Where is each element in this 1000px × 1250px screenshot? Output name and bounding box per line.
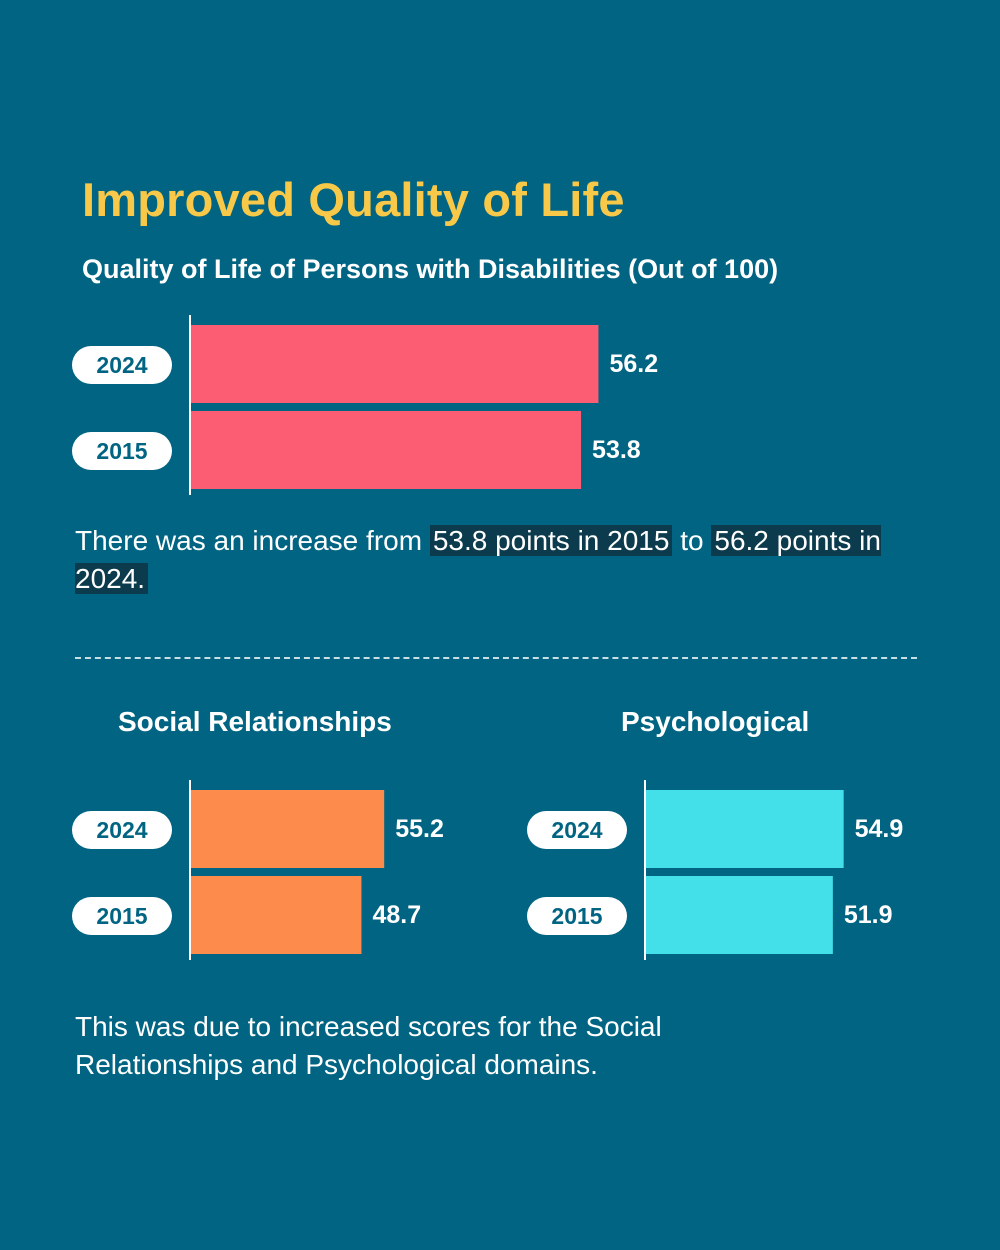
social-bar-2015 [191,876,362,954]
psych-year-label-2024: 2024 [551,817,602,843]
psych-bar-2024 [646,790,844,868]
overall-year-pill-2015 [72,432,172,470]
overall-year-pill-2024 [72,346,172,384]
chart-subtitle: Quality of Life of Persons with Disabili… [82,254,779,284]
caption-text-1: There was an increase from [75,525,430,556]
domains-caption: This was due to increased scores for the… [75,1011,662,1080]
overall-quality-chart: 2024 56.2 2015 53.8 [72,315,658,495]
social-value-label-2024: 55.2 [395,815,444,843]
social-year-pill-2024 [72,811,172,849]
overall-value-label-2015: 53.8 [592,436,641,464]
social-value-label-2015: 48.7 [372,901,421,929]
overall-bar-2015 [191,411,582,489]
social-bar-2024 [191,790,385,868]
social-relationships-chart: 2024 55.2 2015 48.7 [72,780,444,960]
psych-bar-2015 [646,876,833,954]
social-year-pill-2015 [72,897,172,935]
increase-caption: There was an increase from 53.8 points i… [75,522,935,598]
overall-year-label-2024: 2024 [96,352,147,378]
overall-bar-2024 [191,325,599,403]
overall-value-label-2024: 56.2 [609,350,658,378]
social-relationships-title: Social Relationships [118,706,392,737]
psych-value-label-2015: 51.9 [844,901,893,929]
psychological-title: Psychological [621,706,810,737]
social-year-label-2015: 2015 [96,903,147,929]
psych-year-label-2015: 2015 [551,903,602,929]
caption-highlight-2015: 53.8 points in 2015 [429,525,673,556]
dashed-divider [75,657,917,659]
caption-text-2: to [672,525,712,556]
overall-year-label-2015: 2015 [96,438,147,464]
social-year-label-2024: 2024 [96,817,147,843]
psych-year-pill-2015 [527,897,627,935]
psychological-chart: 2024 54.9 2015 51.9 [527,780,904,960]
page-title: Improved Quality of Life [82,173,625,226]
psych-year-pill-2024 [527,811,627,849]
psych-value-label-2024: 54.9 [855,815,904,843]
